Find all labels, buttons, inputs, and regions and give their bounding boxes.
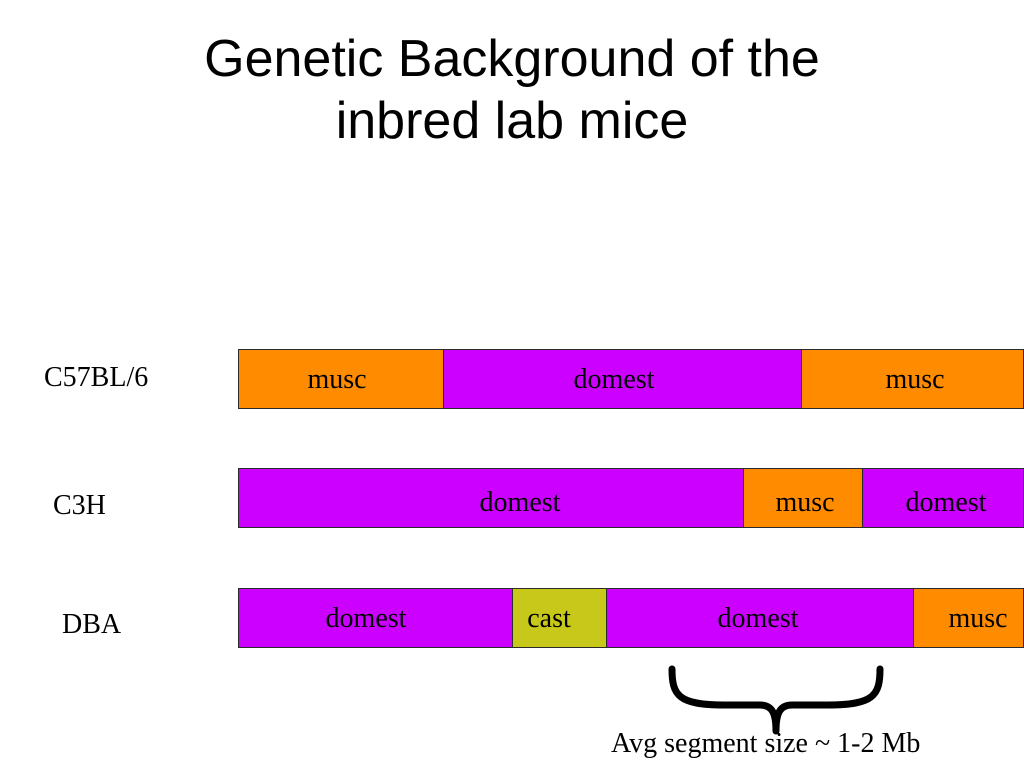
chromosome-track-c3h: domest musc domest — [238, 468, 1024, 528]
strain-label-c57bl6: C57BL/6 — [44, 362, 149, 393]
title-line-2: inbred lab mice — [335, 92, 689, 150]
segment-size-caption: Avg segment size ~ 1-2 Mb — [611, 728, 921, 759]
segment-label: domest — [905, 487, 987, 518]
strain-label-c3h: C3H — [53, 490, 106, 521]
chromosome-track-c57bl6: musc domest musc — [238, 349, 1024, 409]
segment-domest — [862, 468, 1024, 528]
strain-label-dba: DBA — [62, 609, 122, 640]
segment-musc — [913, 588, 1024, 648]
curly-brace-icon — [668, 665, 884, 735]
segment-musc — [801, 349, 1024, 409]
segment-label: musc — [307, 364, 367, 395]
segment-domest — [606, 588, 914, 648]
segment-domest — [443, 349, 802, 409]
segment-musc — [743, 468, 863, 528]
segment-label: domest — [325, 603, 407, 634]
segment-cast — [512, 588, 607, 648]
segment-label: domest — [717, 603, 799, 634]
segment-label: domest — [479, 487, 561, 518]
segment-domest — [238, 588, 513, 648]
chromosome-track-dba: domest cast domest musc — [238, 588, 1024, 648]
segment-label: domest — [573, 364, 655, 395]
segment-label: musc — [885, 364, 945, 395]
segment-musc — [238, 349, 444, 409]
title-line-1: Genetic Background of the — [204, 30, 820, 88]
slide-title: Genetic Background of the inbred lab mic… — [0, 28, 1024, 152]
segment-label: musc — [948, 603, 1008, 634]
segment-domest — [238, 468, 744, 528]
segment-label: cast — [527, 603, 571, 634]
segment-label: musc — [775, 487, 835, 518]
